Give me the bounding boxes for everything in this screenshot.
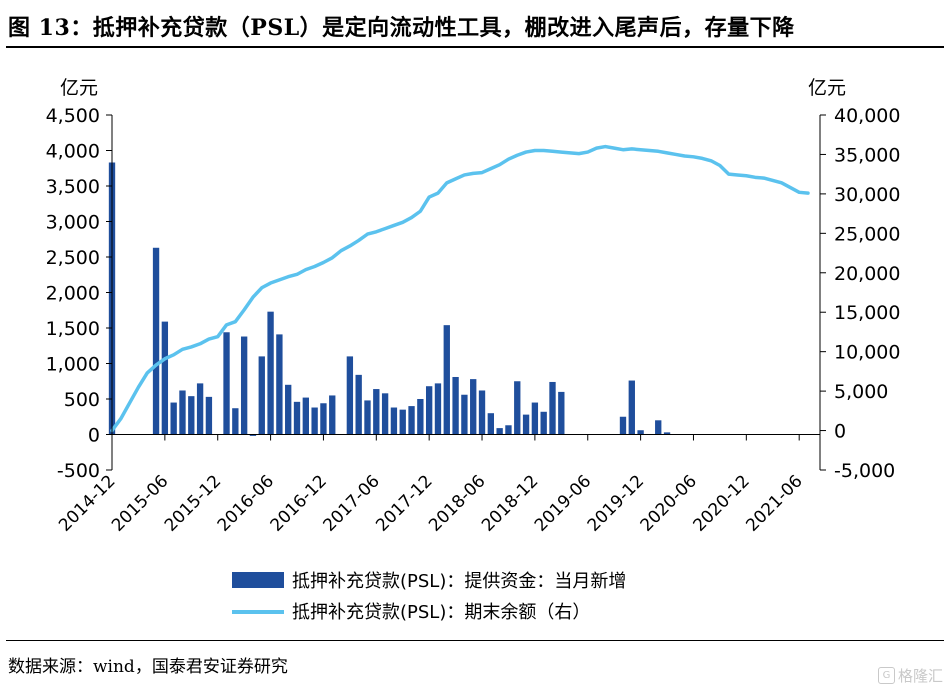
bar-2015-05 — [152, 247, 160, 435]
bar-2018-04 — [461, 394, 468, 435]
figure-title: 图 13：抵押补充贷款（PSL）是定向流动性工具，棚改进入尾声后，存量下降 — [8, 15, 795, 41]
bar-2019-10 — [619, 416, 627, 435]
legend-bar-swatch — [232, 572, 284, 588]
bar-2016-08 — [285, 384, 292, 435]
left-tick-label: 3,500 — [46, 176, 100, 198]
bar-2016-05 — [258, 356, 265, 435]
balance-line — [110, 144, 810, 433]
bar-2015-09 — [188, 396, 195, 435]
bar-2019-02 — [549, 381, 556, 435]
x-tick-label: 2019-06 — [531, 471, 595, 535]
bar-2019-01 — [540, 411, 547, 435]
psl-chart: 4,500 4,000 3,500 3,000 2,500 2,000 1,500 1,000… — [46, 77, 901, 623]
left-tick-label: 2,500 — [46, 247, 100, 269]
bar-2019-03 — [558, 391, 565, 435]
x-tick-label: 2021-06 — [742, 471, 806, 535]
data-source: 数据来源：wind，国泰君安证券研究 — [8, 657, 288, 677]
watermark-logo-icon: G — [877, 667, 895, 684]
bar-2017-03 — [346, 356, 354, 435]
bar-2018-06 — [478, 390, 486, 435]
watermark: G 格隆汇 — [877, 665, 943, 686]
bar-2018-08 — [496, 428, 503, 435]
bar-2020-03 — [663, 432, 671, 435]
x-tick-label: 2017-06 — [319, 471, 383, 535]
left-tick-label: 0 — [88, 425, 100, 447]
bar-2018-11 — [522, 414, 530, 435]
bar-2017-01 — [329, 395, 336, 435]
legend-line-label: 抵押补充贷款(PSL)：期末余额（右） — [292, 602, 590, 623]
x-tick-label: 2020-12 — [689, 471, 753, 535]
bar-2018-01 — [434, 383, 442, 435]
bar-2017-07 — [381, 393, 389, 435]
bar-2018-03 — [452, 376, 459, 435]
bar-2015-08 — [179, 390, 186, 435]
watermark-text: 格隆汇 — [897, 667, 943, 685]
left-tick-label: 500 — [64, 389, 100, 411]
right-tick-label: 40,000 — [834, 105, 900, 127]
left-tick-label: -500 — [57, 460, 100, 482]
right-tick-label: 35,000 — [834, 144, 900, 166]
right-tick-label: 25,000 — [834, 223, 900, 245]
bar-2017-11 — [417, 399, 424, 435]
source-rule — [6, 640, 944, 641]
title-rule — [6, 46, 944, 48]
legend-bar-label: 抵押补充贷款(PSL)：提供资金：当月新增 — [292, 571, 626, 592]
left-tick-label: 4,000 — [46, 141, 100, 163]
left-tick-label: 1,000 — [46, 354, 100, 376]
bar-2019-11 — [628, 380, 635, 435]
bar-2016-01 — [223, 332, 230, 435]
x-tick-label: 2016-12 — [267, 471, 331, 535]
bar-2020-02 — [655, 420, 662, 435]
bar-2016-07 — [276, 334, 283, 435]
x-tick-label: 2018-06 — [425, 471, 489, 535]
bar-2016-06 — [267, 311, 274, 435]
x-tick-label: 2018-12 — [478, 471, 542, 535]
bar-2015-11 — [205, 396, 213, 435]
bar-2016-03 — [240, 336, 248, 435]
left-axis-unit: 亿元 — [60, 77, 98, 99]
x-tick-label: 2015-12 — [161, 471, 225, 535]
right-tick-label: 15,000 — [834, 302, 900, 324]
chart-legend: 抵押补充贷款(PSL)：提供资金：当月新增 抵押补充贷款(PSL)：期末余额（右… — [232, 571, 626, 623]
bar-2016-11 — [311, 407, 318, 435]
right-tick-label: 0 — [834, 421, 846, 443]
left-tick-label: 1,500 — [46, 318, 100, 340]
x-tick-label: 2019-12 — [584, 471, 648, 535]
bar-2015-10 — [196, 383, 204, 435]
bar-2018-09 — [505, 425, 512, 435]
bar-2016-12 — [320, 403, 327, 435]
right-tick-label: 10,000 — [834, 342, 900, 364]
bar-2018-02 — [443, 325, 450, 435]
right-tick-label: 20,000 — [834, 263, 900, 285]
right-tick-label: 5,000 — [834, 381, 888, 403]
x-tick-label: 2017-12 — [372, 471, 436, 535]
bar-2017-09 — [399, 409, 406, 435]
bar-2017-10 — [408, 406, 415, 435]
right-tick-label: 30,000 — [834, 184, 900, 206]
left-tick-label: 2,000 — [46, 283, 100, 305]
bar-2016-10 — [302, 397, 309, 435]
x-tick-label: 2020-06 — [637, 471, 701, 535]
bar-2016-04 — [249, 434, 257, 436]
bar-2017-06 — [373, 389, 380, 435]
right-tick-label: -5,000 — [834, 460, 895, 482]
bar-2018-05 — [470, 379, 477, 435]
bar-2016-09 — [293, 401, 301, 435]
left-tick-label: 4,500 — [46, 105, 100, 127]
bar-2015-07 — [170, 402, 177, 435]
bar-2017-05 — [364, 400, 371, 435]
x-tick-label: 2016-06 — [214, 471, 278, 535]
bar-2017-08 — [390, 407, 398, 435]
right-axis-unit: 亿元 — [808, 77, 846, 99]
bar-2017-12 — [425, 386, 433, 435]
bar-2015-06 — [161, 321, 169, 435]
x-tick-label: 2015-06 — [108, 471, 172, 535]
bar-2018-07 — [487, 413, 494, 435]
bar-2019-12 — [637, 430, 644, 435]
bar-2017-04 — [355, 374, 362, 435]
bar-2016-02 — [232, 408, 239, 435]
left-tick-label: 3,000 — [46, 212, 100, 234]
bar-2018-10 — [514, 381, 521, 435]
bar-2018-12 — [531, 402, 539, 435]
